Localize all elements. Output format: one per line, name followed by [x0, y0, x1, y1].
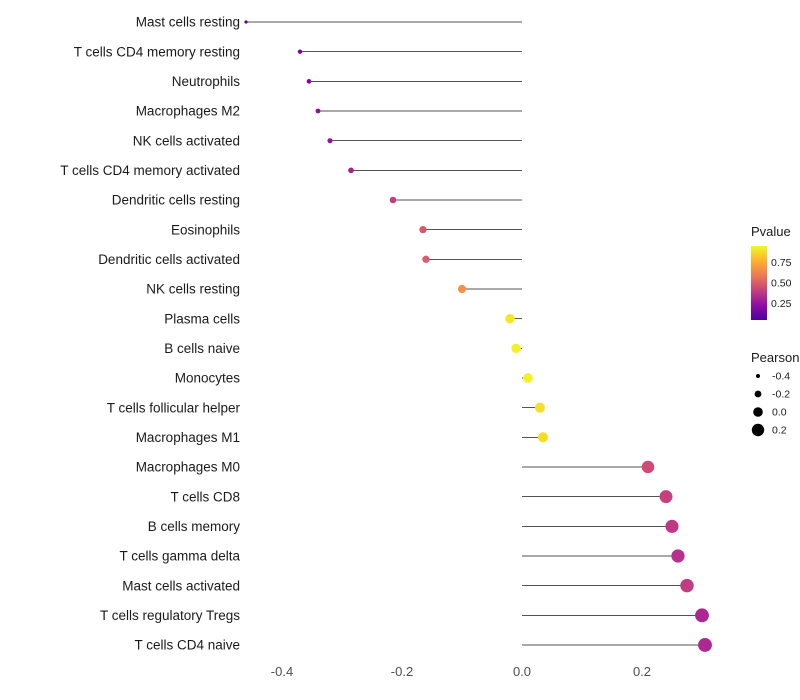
pvalue-colorbar-tick: 0.25 — [771, 298, 792, 310]
lollipop-dot — [641, 460, 655, 474]
lollipop-dot — [671, 549, 685, 563]
pearson-size-label: 0.0 — [772, 407, 787, 419]
lollipop-dot — [665, 519, 679, 533]
category-label: Plasma cells — [164, 311, 240, 326]
lollipop-dot — [306, 79, 312, 84]
x-axis-tick-label: 0.0 — [513, 664, 531, 679]
pvalue-legend-title: Pvalue — [751, 224, 791, 239]
x-axis-tick-label: -0.2 — [391, 664, 413, 679]
category-label: Mast cells resting — [136, 15, 240, 30]
category-label: T cells CD4 memory resting — [74, 44, 240, 59]
pearson-size-dot — [753, 407, 763, 417]
lollipop-dot — [389, 196, 397, 204]
pearson-size-label: -0.4 — [772, 371, 790, 383]
category-label: Monocytes — [175, 371, 241, 386]
category-label: NK cells activated — [133, 133, 240, 148]
category-label: NK cells resting — [146, 282, 240, 297]
category-label: Neutrophils — [172, 74, 241, 89]
x-axis-tick-label: 0.2 — [633, 664, 651, 679]
category-label: Macrophages M0 — [136, 460, 240, 475]
lollipop-dot — [695, 608, 709, 623]
pvalue-colorbar-tick: 0.50 — [771, 278, 792, 290]
pvalue-colorbar — [751, 246, 767, 320]
pearson-size-dot — [756, 374, 760, 378]
lollipop-dot — [457, 284, 467, 294]
category-label: Eosinophils — [171, 222, 240, 237]
lollipop-dot — [505, 314, 515, 324]
lollipop-dot — [419, 226, 427, 234]
category-label: T cells regulatory Tregs — [100, 608, 240, 623]
lollipop-dot — [315, 108, 321, 114]
lollipop-dot — [523, 373, 533, 383]
category-label: Dendritic cells activated — [98, 252, 240, 267]
pearson-size-label: 0.2 — [772, 425, 787, 437]
lollipop-dot — [348, 167, 354, 174]
x-axis-tick-label: -0.4 — [271, 664, 293, 679]
category-label: T cells CD8 — [170, 489, 240, 504]
category-label: T cells CD4 memory activated — [60, 163, 240, 178]
category-label: B cells memory — [148, 519, 241, 534]
category-label: Macrophages M2 — [136, 104, 240, 119]
category-label: T cells follicular helper — [107, 400, 241, 415]
pearson-size-dot — [754, 390, 762, 398]
category-label: Mast cells activated — [122, 578, 240, 593]
pvalue-colorbar-tick: 0.75 — [771, 257, 792, 269]
lollipop-dot — [659, 490, 673, 504]
lollipop-dot — [534, 402, 546, 413]
category-label: T cells gamma delta — [119, 549, 240, 564]
lollipop-dot — [297, 49, 303, 54]
pearson-size-dot — [751, 423, 765, 437]
lollipop-dot — [537, 432, 549, 443]
lollipop-dot — [680, 578, 694, 593]
lollipop-dot — [698, 638, 712, 652]
lollipop-dot — [244, 20, 248, 24]
category-label: B cells naive — [164, 341, 240, 356]
lollipop-dot — [422, 255, 430, 264]
category-label: T cells CD4 naive — [134, 638, 240, 653]
category-label: Macrophages M1 — [136, 430, 240, 445]
lollipop-dot — [327, 138, 333, 144]
category-label: Dendritic cells resting — [112, 193, 240, 208]
pearson-size-label: -0.2 — [772, 389, 790, 401]
lollipop-dot — [511, 343, 521, 354]
pearson-legend-title: Pearson — [751, 350, 799, 365]
